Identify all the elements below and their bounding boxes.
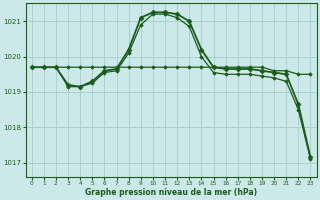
X-axis label: Graphe pression niveau de la mer (hPa): Graphe pression niveau de la mer (hPa) — [85, 188, 257, 197]
